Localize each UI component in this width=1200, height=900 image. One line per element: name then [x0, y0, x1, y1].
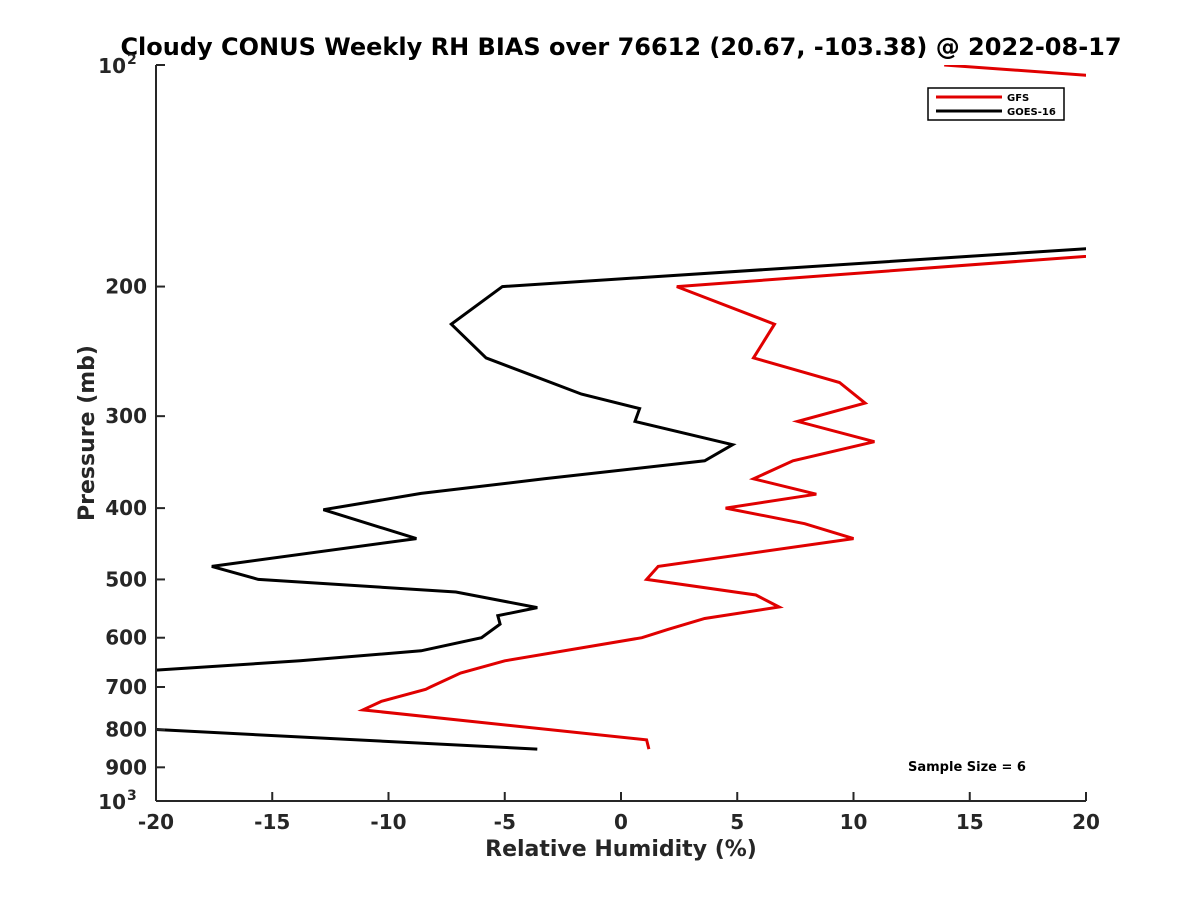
x-tick-label: 10 [840, 810, 868, 834]
y-tick-label-exponent: 2 [127, 52, 137, 68]
x-tick-label: -10 [370, 810, 406, 834]
y-tick-label: 800 [105, 718, 147, 742]
sample-size-annotation: Sample Size = 6 [908, 760, 1026, 775]
series-layer [156, 65, 1086, 751]
x-tick-label: -5 [494, 810, 516, 834]
x-axis-label: Relative Humidity (%) [485, 837, 757, 862]
y-tick-label-base: 10 [98, 790, 126, 814]
legend-box [927, 87, 1065, 121]
goes-16-series-line [156, 728, 538, 751]
x-tick-label: 5 [730, 810, 744, 834]
y-tick-label: 200 [105, 275, 147, 299]
y-tick-label: 400 [105, 496, 147, 520]
x-axis-ticks: -20 -15 -10 -5 0 5 10 15 20 [138, 792, 1100, 834]
y-tick-label-exponent: 3 [127, 788, 137, 804]
x-tick-label: 20 [1072, 810, 1100, 834]
chart-title: Cloudy CONUS Weekly RH BIAS over 76612 (… [120, 33, 1121, 61]
legend: GFS GOES-16 [927, 87, 1065, 121]
y-tick-label: 700 [105, 675, 147, 699]
y-axis-label: Pressure (mb) [75, 345, 100, 521]
legend-label-goes-16: GOES-16 [1007, 107, 1056, 118]
y-tick-label: 500 [105, 567, 147, 591]
legend-label-gfs: GFS [1007, 93, 1029, 104]
y-tick-label-base: 10 [98, 54, 126, 78]
x-tick-label: -15 [254, 810, 290, 834]
y-tick-label: 900 [105, 755, 147, 779]
gfs-series-line [357, 254, 1086, 750]
x-tick-label: -20 [138, 810, 174, 834]
y-tick-label: 300 [105, 404, 147, 428]
x-tick-label: 0 [614, 810, 628, 834]
y-tick-label: 600 [105, 626, 147, 650]
goes-16-series-line [156, 247, 1086, 672]
x-tick-label: 15 [956, 810, 984, 834]
gfs-series-line [944, 65, 1086, 77]
